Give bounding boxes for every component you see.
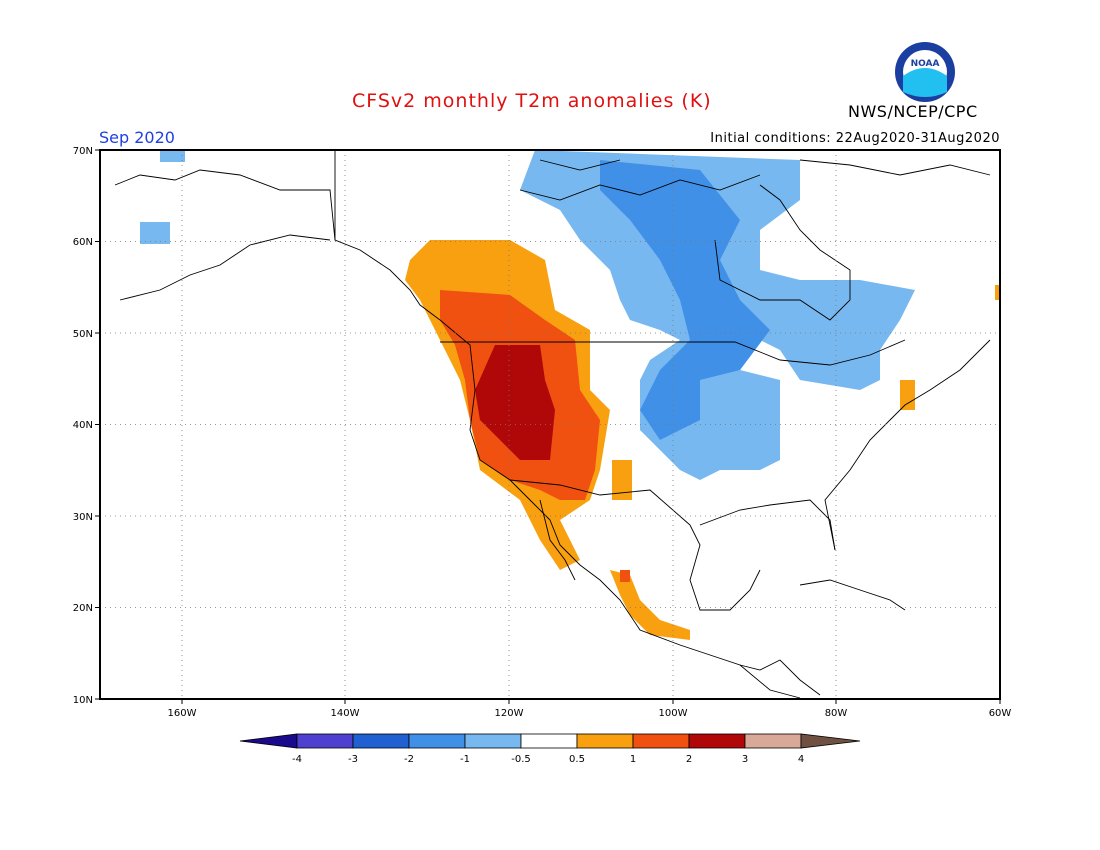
- colorbar-label: 3: [742, 754, 748, 765]
- colorbar: [239, 733, 861, 749]
- gridlines: [100, 150, 1000, 699]
- tick-marks: [95, 149, 1001, 704]
- anomaly-warmest-core: [475, 345, 555, 460]
- colorbar-cell: [352, 733, 410, 749]
- lat-label-50: 50N: [73, 329, 93, 340]
- lon-label-100w: 100W: [659, 708, 688, 719]
- anomaly-field: [140, 150, 1000, 640]
- colorbar-cell: [576, 733, 634, 749]
- colorbar-cell: [632, 733, 690, 749]
- chart-title: CFSv2 monthly T2m anomalies (K): [352, 90, 712, 112]
- central-america: [739, 659, 821, 696]
- cuba: [799, 579, 906, 611]
- valid-month: Sep 2020: [99, 128, 175, 147]
- coastline-arctic: [519, 159, 991, 201]
- lon-label-60w: 60W: [989, 708, 1012, 719]
- anomaly-texas-speck: [612, 460, 632, 500]
- colorbar-label: -3: [348, 754, 358, 765]
- colorbar-cell-highest: [800, 733, 861, 749]
- coastline-us-west: [439, 319, 801, 699]
- border-us-mexico: [509, 479, 691, 526]
- colorbar-cell: [464, 733, 522, 749]
- anomaly-mexico-speck: [620, 570, 630, 582]
- lon-label-160w: 160W: [168, 708, 197, 719]
- colorbar-label: -4: [292, 754, 302, 765]
- colorbar-cell: [744, 733, 802, 749]
- colorbar-label: 4: [798, 754, 804, 765]
- logo-text: NOAA: [911, 59, 940, 69]
- lon-label-120w: 120W: [495, 708, 524, 719]
- agency-label: NWS/NCEP/CPC: [848, 102, 978, 121]
- colorbar-labels: -4 -3 -2 -1 -0.5 0.5 1 2 3 4: [292, 754, 804, 765]
- colorbar-label: 0.5: [569, 754, 585, 765]
- initial-conditions: Initial conditions: 22Aug2020-31Aug2020: [710, 131, 1000, 146]
- lat-label-10: 10N: [73, 695, 93, 706]
- colorbar-cell: [520, 733, 578, 749]
- noaa-logo: NOAA: [895, 42, 955, 102]
- anomaly-colder-core: [600, 160, 770, 440]
- coastline-alaska: [114, 169, 441, 321]
- logo-wave: [903, 68, 947, 97]
- colorbar-label: 1: [630, 754, 636, 765]
- coastline-gulf: [689, 499, 836, 611]
- coastline-east: [824, 339, 991, 551]
- lon-labels: 160W 140W 120W 100W 80W 60W: [168, 708, 1012, 719]
- lat-label-30: 30N: [73, 512, 93, 523]
- lat-label-40: 40N: [73, 420, 93, 431]
- anomaly-mexico-coast: [610, 570, 690, 640]
- colorbar-cell: [296, 733, 354, 749]
- colorbar-label: -1: [460, 754, 470, 765]
- lon-label-80w: 80W: [825, 708, 848, 719]
- colorbar-cell-lowest: [239, 733, 298, 749]
- anomaly-east-speck: [995, 285, 1000, 300]
- colorbar-label: 2: [686, 754, 692, 765]
- coastline-baja: [539, 499, 576, 581]
- lat-label-60: 60N: [73, 237, 93, 248]
- colorbar-label: -0.5: [511, 754, 531, 765]
- lat-label-20: 20N: [73, 603, 93, 614]
- anomaly-aleutian-speck: [140, 222, 170, 244]
- lon-label-140w: 140W: [331, 708, 360, 719]
- anomaly-newengland-speck: [900, 380, 915, 410]
- anomaly-alaska-speck: [160, 150, 185, 162]
- lat-labels: 70N 60N 50N 40N 30N 20N 10N: [73, 146, 93, 706]
- coastlines: [114, 150, 991, 699]
- lat-label-70: 70N: [73, 146, 93, 157]
- border-us-canada: [440, 339, 906, 366]
- colorbar-label: -2: [404, 754, 414, 765]
- coastline-hudson: [714, 184, 851, 321]
- colorbar-cell: [408, 733, 466, 749]
- colorbar-cell: [688, 733, 746, 749]
